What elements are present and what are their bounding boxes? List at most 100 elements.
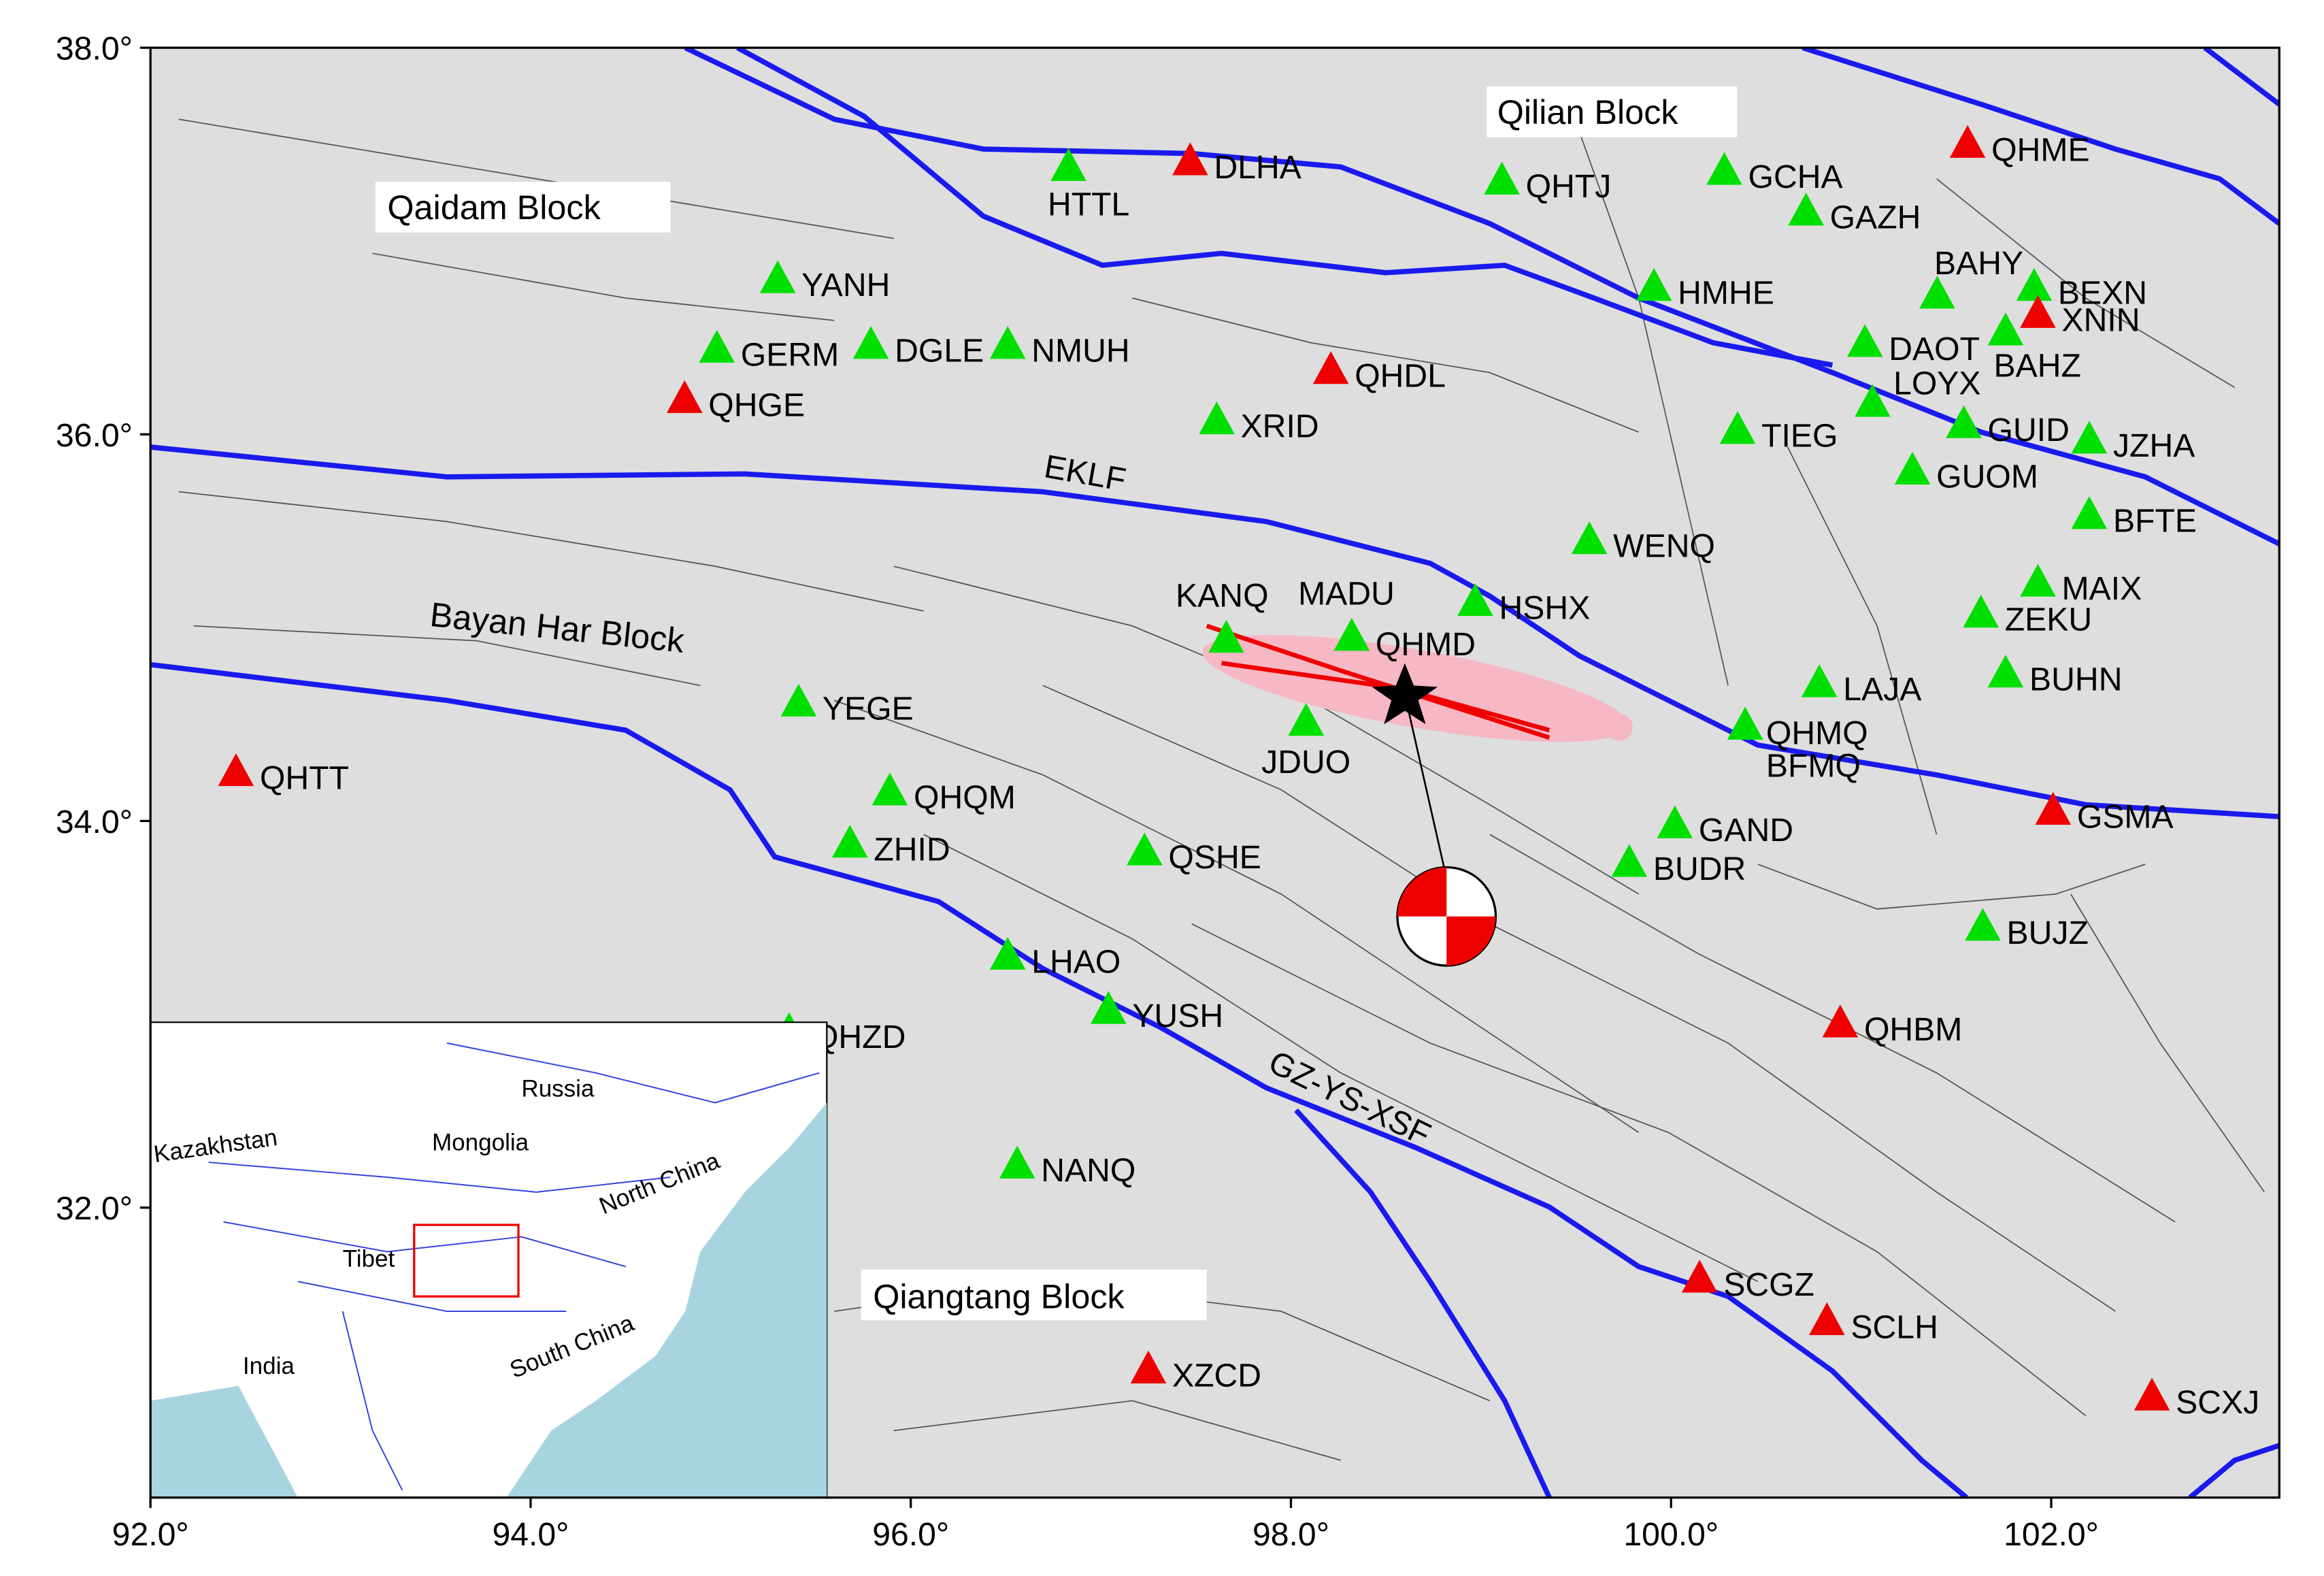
station (1963, 595, 1999, 628)
station (852, 326, 889, 359)
station (1788, 193, 1824, 226)
station-label: GAZH (1830, 199, 1921, 236)
station (2020, 563, 2056, 597)
station-label: GAND (1699, 812, 1793, 849)
station (1894, 451, 1931, 485)
station-label: BAHY (1934, 245, 2023, 282)
station-label: LHAO (1031, 943, 1120, 980)
axes: 92.0° 94.0° 96.0° 98.0° 100.0° 102.0° 32.0° 34.… (56, 31, 2099, 1553)
study-area (413, 1224, 520, 1298)
station (832, 825, 868, 858)
station-label: HMHE (1678, 274, 1774, 311)
sea (150, 1385, 298, 1498)
y-tick-label: 38.0° (56, 31, 133, 67)
station-label: QHBM (1864, 1011, 1962, 1048)
station-label: XNIN (2062, 301, 2140, 338)
epicenter (1372, 663, 1438, 725)
station-label: BUJZ (2006, 915, 2088, 951)
station (1919, 276, 1955, 309)
y-tick-label: 36.0° (56, 417, 133, 454)
x-tick-label: 100.0° (1623, 1516, 1719, 1553)
station (1611, 844, 1648, 877)
station-label: BFTE (2113, 503, 2197, 540)
station-label: JZHA (2113, 427, 2195, 464)
station-label: QHQM (914, 779, 1016, 816)
station (2020, 295, 2056, 328)
rupture-line (1206, 623, 1550, 740)
station (2035, 791, 2072, 825)
station (2134, 1377, 2170, 1411)
x-tick-label: 102.0° (2004, 1516, 2099, 1553)
station-label: NANQ (1041, 1152, 1135, 1189)
x-tick-label: 92.0° (112, 1516, 189, 1553)
y-tick-label: 32.0° (56, 1190, 133, 1227)
major-faults (150, 48, 2280, 1498)
station-label: SCLH (1850, 1309, 1938, 1345)
station (1208, 619, 1244, 653)
station-label: QHGE (708, 387, 805, 423)
station (666, 380, 703, 413)
station-label: BEXN (2058, 274, 2147, 311)
station-label: HSHX (1499, 590, 1591, 627)
station (1855, 384, 1891, 417)
station (1727, 706, 1763, 740)
station-label: GCHA (1748, 159, 1844, 195)
station (1801, 664, 1838, 697)
station-label: LOYX (1893, 365, 1980, 402)
rupture (1202, 623, 1633, 967)
inset-label: Russia (521, 1076, 595, 1102)
station-label: GSMA (2077, 798, 2174, 835)
station (1706, 152, 1742, 185)
station (699, 329, 735, 363)
station-label: GUID (1988, 412, 2070, 448)
station (1846, 324, 1883, 357)
station (1636, 267, 1672, 301)
label-box (375, 182, 671, 233)
inset-faults (208, 1042, 820, 1491)
map-frame (149, 46, 2280, 1499)
label-box (1487, 86, 1738, 137)
station-label: YUSH (1132, 998, 1223, 1034)
station-label: YEGE (823, 690, 914, 727)
station (1987, 312, 2024, 346)
station (1130, 1350, 1167, 1383)
x-tick-label: 94.0° (492, 1516, 569, 1553)
station (1050, 148, 1086, 181)
station-label: XZCD (1172, 1357, 1261, 1394)
station-label: SCXJ (2176, 1384, 2259, 1421)
station-label: YANH (801, 267, 890, 303)
station (1333, 618, 1370, 651)
station (1172, 142, 1208, 176)
block-labels: Qaidam Block Qilian Block Bayan Har Bloc… (375, 86, 1738, 1321)
station (1822, 1004, 1859, 1038)
station-label: ZHID (874, 832, 950, 868)
station (1719, 411, 1756, 444)
x-tick-label: 98.0° (1252, 1516, 1329, 1553)
station (780, 683, 817, 717)
station-label: SCGZ (1723, 1266, 1814, 1303)
station (1571, 521, 1608, 555)
station-label: TIEG (1761, 418, 1838, 455)
station-label: QHMQ (1766, 715, 1868, 752)
station (1127, 832, 1163, 866)
station-label: QHMD (1376, 626, 1476, 663)
station-label: MADU (1298, 575, 1395, 612)
station-label: BFMQ (1766, 748, 1861, 785)
station (872, 772, 908, 806)
station (1457, 582, 1493, 617)
station (1199, 401, 1235, 435)
station-label: HTTL (1048, 186, 1129, 223)
station (999, 1145, 1035, 1179)
station (1288, 703, 1325, 736)
station-label: QHTT (260, 760, 349, 797)
station-label: JDUO (1261, 744, 1350, 781)
station-label: MAIX (2062, 570, 2142, 607)
station (989, 326, 1026, 359)
station-label: BUDR (1653, 851, 1746, 887)
inset-label: India (243, 1353, 295, 1379)
station-label: BUHN (2029, 661, 2122, 698)
station-label: XRID (1241, 408, 1319, 445)
station (2016, 267, 2053, 301)
